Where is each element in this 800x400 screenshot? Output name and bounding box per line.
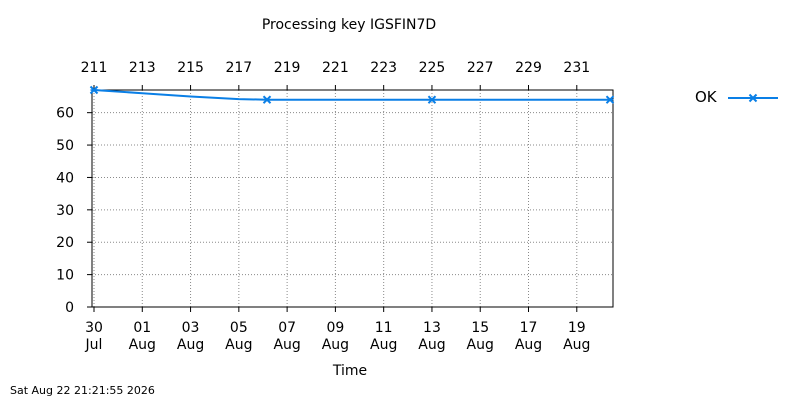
x-tick-label-month: Aug xyxy=(322,337,349,353)
x-tick-label-day: 03 xyxy=(182,320,200,336)
x-tick-label-month: Aug xyxy=(177,337,204,353)
x-tick-label-month: Aug xyxy=(418,337,445,353)
footer-timestamp: Sat Aug 22 21:21:55 2026 xyxy=(10,384,155,397)
legend-marker-ok xyxy=(748,93,758,103)
data-point xyxy=(89,85,99,95)
x-tick-label-month: Aug xyxy=(467,337,494,353)
top-tick-label: 221 xyxy=(322,60,349,76)
x-tick-label-day: 09 xyxy=(326,320,344,336)
top-tick-label: 229 xyxy=(515,60,542,76)
top-tick-label: 213 xyxy=(129,60,156,76)
x-axis-label: Time xyxy=(332,363,367,379)
top-tick-label: 227 xyxy=(467,60,494,76)
chart-title: Processing key IGSFIN7D xyxy=(262,17,436,33)
data-point xyxy=(427,95,437,104)
x-tick-label-month: Aug xyxy=(370,337,397,353)
y-tick-label: 50 xyxy=(56,138,74,154)
series-group xyxy=(89,85,615,104)
x-tick-label-day: 07 xyxy=(278,320,296,336)
x-tick-label-month: Aug xyxy=(515,337,542,353)
top-tick-label: 219 xyxy=(274,60,301,76)
x-tick-label-month: Aug xyxy=(273,337,300,353)
x-tick-label-day: 13 xyxy=(423,320,441,336)
top-tick-label: 217 xyxy=(225,60,252,76)
x-tick-label-day: 01 xyxy=(133,320,151,336)
grid xyxy=(92,90,613,307)
x-tick-label-month: Jul xyxy=(85,337,103,353)
y-tick-label: 60 xyxy=(56,106,74,122)
top-tick-label: 231 xyxy=(563,60,590,76)
y-tick-label: 20 xyxy=(56,235,74,251)
series-line-ok xyxy=(93,89,610,101)
y-tick-label: 30 xyxy=(56,203,74,219)
x-tick-label-month: Aug xyxy=(129,337,156,353)
x-tick-label-day: 11 xyxy=(375,320,393,336)
bottom-axis-ticks: 30Jul01Aug03Aug05Aug07Aug09Aug11Aug13Aug… xyxy=(85,307,590,353)
y-tick-label: 10 xyxy=(56,268,74,284)
y-tick-label: 40 xyxy=(56,170,74,186)
plot-frame xyxy=(91,89,614,308)
legend: OK xyxy=(695,88,778,106)
data-point xyxy=(605,95,615,104)
top-tick-label: 225 xyxy=(419,60,446,76)
x-tick-label-day: 15 xyxy=(471,320,489,336)
x-tick-label-day: 19 xyxy=(568,320,586,336)
legend-label-ok: OK xyxy=(695,88,718,106)
y-tick-label: 0 xyxy=(65,300,74,316)
top-tick-label: 211 xyxy=(81,60,108,76)
x-tick-label-day: 30 xyxy=(85,320,103,336)
x-tick-label-month: Aug xyxy=(563,337,590,353)
x-tick-label-day: 17 xyxy=(520,320,538,336)
top-axis-ticks: 211 213 215 217 219 221 223 225 227 229 231 xyxy=(81,60,590,90)
top-tick-label: 215 xyxy=(177,60,204,76)
x-tick-label-day: 05 xyxy=(230,320,248,336)
data-point xyxy=(262,95,272,104)
x-tick-label-month: Aug xyxy=(225,337,252,353)
top-tick-label: 223 xyxy=(370,60,397,76)
y-axis-ticks: 0 10 20 30 40 50 60 xyxy=(56,106,92,316)
